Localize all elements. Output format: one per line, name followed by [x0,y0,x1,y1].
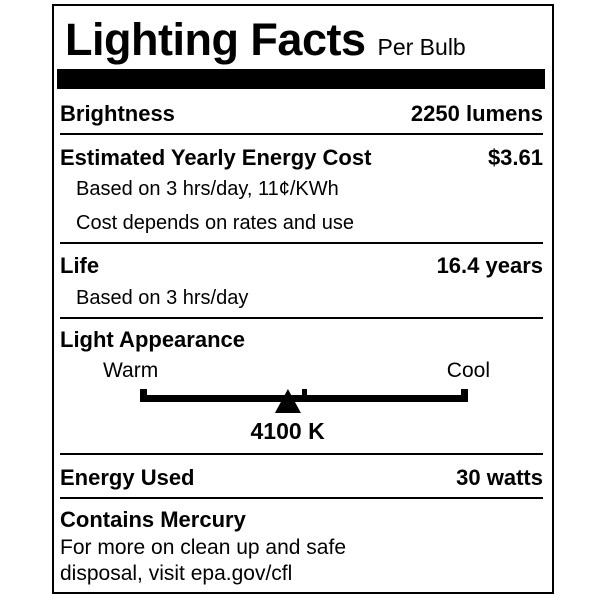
scale-center-tick [301,389,307,403]
light-appearance-heading: Light Appearance [60,326,245,352]
warm-label: Warm [103,358,159,382]
life-note-basis: Based on 3 hrs/day [76,286,249,309]
energy-used-value: 30 watts [456,465,543,491]
energy-used-label: Energy Used [60,465,195,491]
brightness-row: Brightness 2250 lumens [60,101,543,126]
energy-cost-note-rates: Cost depends on rates and use [76,212,354,235]
life-row: Life 16.4 years [60,253,543,278]
life-label: Life [60,253,100,279]
brightness-section: Brightness 2250 lumens [60,89,543,133]
label-title: Lighting Facts [65,14,366,65]
label-header: Lighting Facts Per Bulb [54,6,552,66]
kelvin-value: 4100 K [250,418,325,445]
lighting-facts-label: Lighting Facts Per Bulb Brightness 2250 … [52,4,554,594]
energy-cost-note-basis: Based on 3 hrs/day, 11¢/KWh [76,178,339,201]
energy-cost-row: Estimated Yearly Energy Cost $3.61 [60,145,543,170]
life-section: Life 16.4 years Based on 3 hrs/day [60,242,543,316]
mercury-heading: Contains Mercury [60,507,246,533]
brightness-label: Brightness [60,100,175,126]
header-separator-bar [57,68,545,89]
energy-cost-value: $3.61 [487,145,543,171]
appearance-scale: 4100 K [140,388,468,444]
mercury-line-2: disposal, visit epa.gov/cfl [60,562,293,586]
scale-endpoint-labels: Warm Cool [60,359,543,383]
cool-label: Cool [446,358,490,382]
marker-triangle-icon [274,389,301,414]
kelvin-marker-group: 4100 K [251,389,325,445]
energy-cost-label: Estimated Yearly Energy Cost [60,145,372,171]
label-content: Brightness 2250 lumens Estimated Yearly … [54,89,552,593]
per-bulb-label: Per Bulb [377,34,466,60]
brightness-value: 2250 lumens [410,100,543,126]
energy-used-row: Energy Used 30 watts [60,465,543,490]
light-appearance-section: Light Appearance Warm Cool 4100 K [60,316,543,453]
energy-used-section: Energy Used 30 watts [60,453,543,497]
energy-cost-section: Estimated Yearly Energy Cost $3.61 Based… [60,133,543,242]
mercury-line-1: For more on clean up and safe [60,535,347,559]
life-value: 16.4 years [436,253,543,279]
mercury-section: Contains Mercury For more on clean up an… [60,497,543,593]
